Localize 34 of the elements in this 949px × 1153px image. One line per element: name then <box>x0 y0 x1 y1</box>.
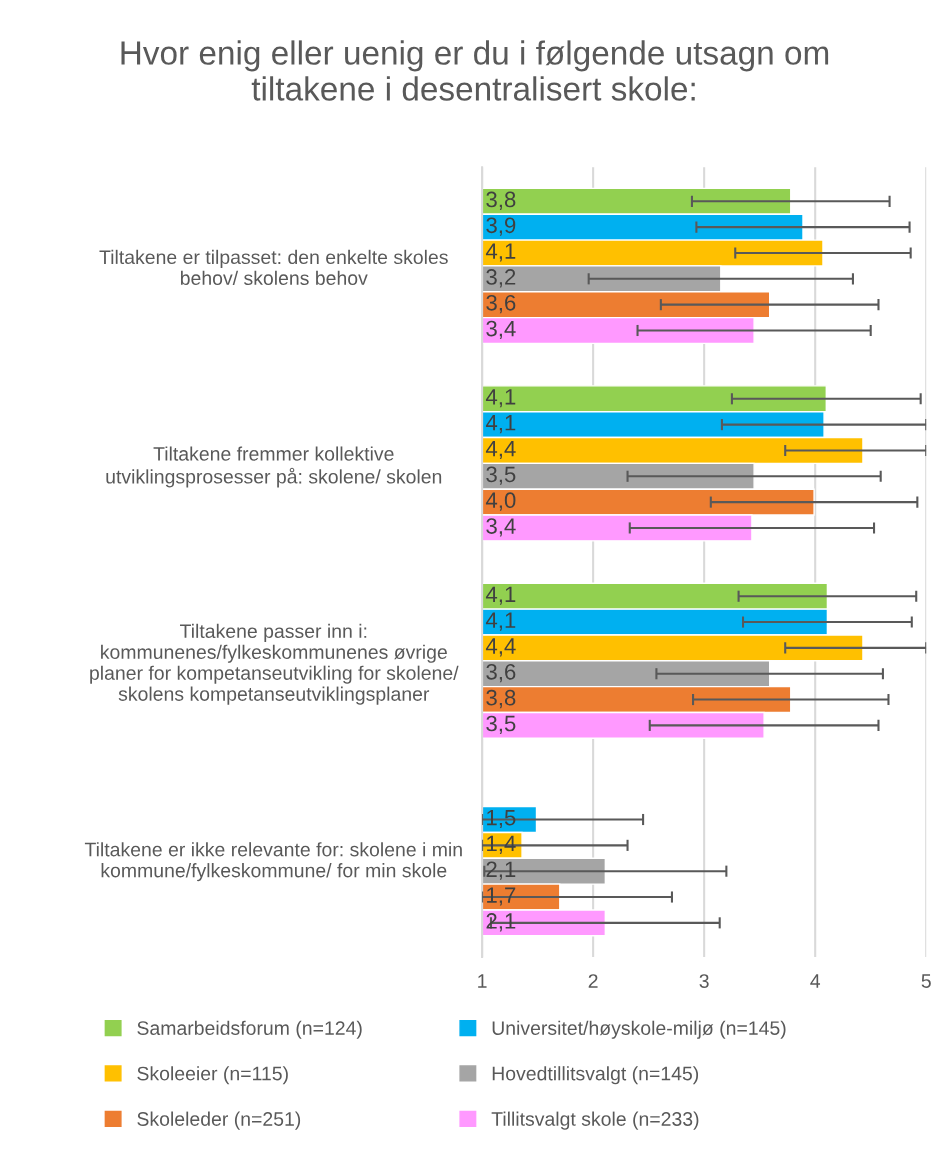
data-label: 4,1 <box>485 243 516 262</box>
x-tick-label: 3 <box>699 974 709 988</box>
data-label: 3,8 <box>486 689 516 709</box>
data-label: 3,2 <box>486 269 516 288</box>
legend-label: Skoleeier (n=115) <box>137 1066 288 1085</box>
data-label: 3,4 <box>486 320 516 340</box>
data-label: 4,1 <box>485 612 516 631</box>
legend-label: Skoleleder (n=251) <box>137 1111 301 1130</box>
x-tick-label: 2 <box>588 974 598 988</box>
y-tick-label: Tiltakene fremmer kollektive utviklingsprosesser på: skolene/ skolen <box>106 446 442 488</box>
data-label: 4,4 <box>485 440 516 460</box>
x-tick-label: 4 <box>810 974 821 988</box>
legend-label: Hovedtillitsvalgt (n=145) <box>492 1066 699 1085</box>
y-tick-label: Tiltakene er tilpasset: den enkelte skoles behov/ skolens behov <box>99 249 448 286</box>
data-label: 4,1 <box>485 389 516 408</box>
y-tick-label: Tiltakene passer inn i: kommunenes/fylkeskommunenes øvrige planer for kompetanseutvikling for skolene/ skolens kompetanseutviklingsplaner <box>90 623 459 705</box>
data-label: 3,8 <box>486 191 516 210</box>
data-label: 3,6 <box>486 294 516 314</box>
data-label: 3,6 <box>486 663 516 683</box>
data-label: 4,0 <box>485 492 516 511</box>
data-label: 3,5 <box>486 466 516 485</box>
legend-label: Samarbeidsforum (n=124) <box>137 1020 362 1039</box>
legend-label: Universitet/høyskole-miljø (n=145) <box>492 1020 786 1039</box>
data-label: 3,4 <box>486 518 516 537</box>
data-label: 4,1 <box>485 586 516 605</box>
legend-label: Tillitsvalgt skole (n=233) <box>491 1111 699 1130</box>
y-tick-label: Tiltakene er ikke relevante for: skolene i min kommune/fylkeskommune/ for min skole <box>84 842 462 882</box>
data-label: 3,9 <box>486 217 516 236</box>
chart-title: Hvor enig eller uenig er du i følgende utsagn om tiltakene i desentralisert skole: <box>121 40 829 101</box>
x-tick-label: 5 <box>921 974 931 988</box>
x-tick-label: 1 <box>478 974 487 988</box>
data-label: 4,4 <box>485 638 516 657</box>
data-label: 3,5 <box>486 715 516 734</box>
data-label: 4,1 <box>485 415 516 434</box>
